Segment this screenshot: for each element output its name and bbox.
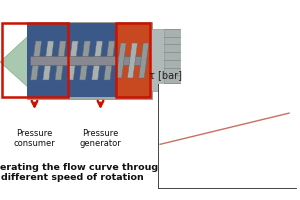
Polygon shape bbox=[80, 41, 91, 80]
Polygon shape bbox=[31, 41, 42, 80]
Bar bbox=[116, 23, 150, 97]
Bar bbox=[150, 29, 164, 91]
Text: τ [bar]: τ [bar] bbox=[149, 70, 182, 80]
Bar bbox=[27, 22, 152, 99]
Polygon shape bbox=[55, 41, 66, 80]
Bar bbox=[164, 29, 180, 91]
Polygon shape bbox=[43, 41, 54, 80]
Polygon shape bbox=[0, 26, 39, 97]
Polygon shape bbox=[67, 41, 78, 80]
Text: Pressure
generator: Pressure generator bbox=[80, 129, 122, 148]
Polygon shape bbox=[139, 43, 149, 78]
Bar bbox=[30, 56, 146, 65]
Bar bbox=[2, 23, 68, 97]
Polygon shape bbox=[104, 41, 115, 80]
Text: Generating the flow curve through
different speed of rotation: Generating the flow curve through differ… bbox=[0, 163, 165, 182]
Text: Pressure
consumer: Pressure consumer bbox=[14, 129, 56, 148]
Polygon shape bbox=[116, 43, 126, 78]
Bar bbox=[116, 23, 150, 97]
Polygon shape bbox=[128, 43, 137, 78]
Polygon shape bbox=[92, 41, 103, 80]
Bar bbox=[27, 23, 116, 97]
